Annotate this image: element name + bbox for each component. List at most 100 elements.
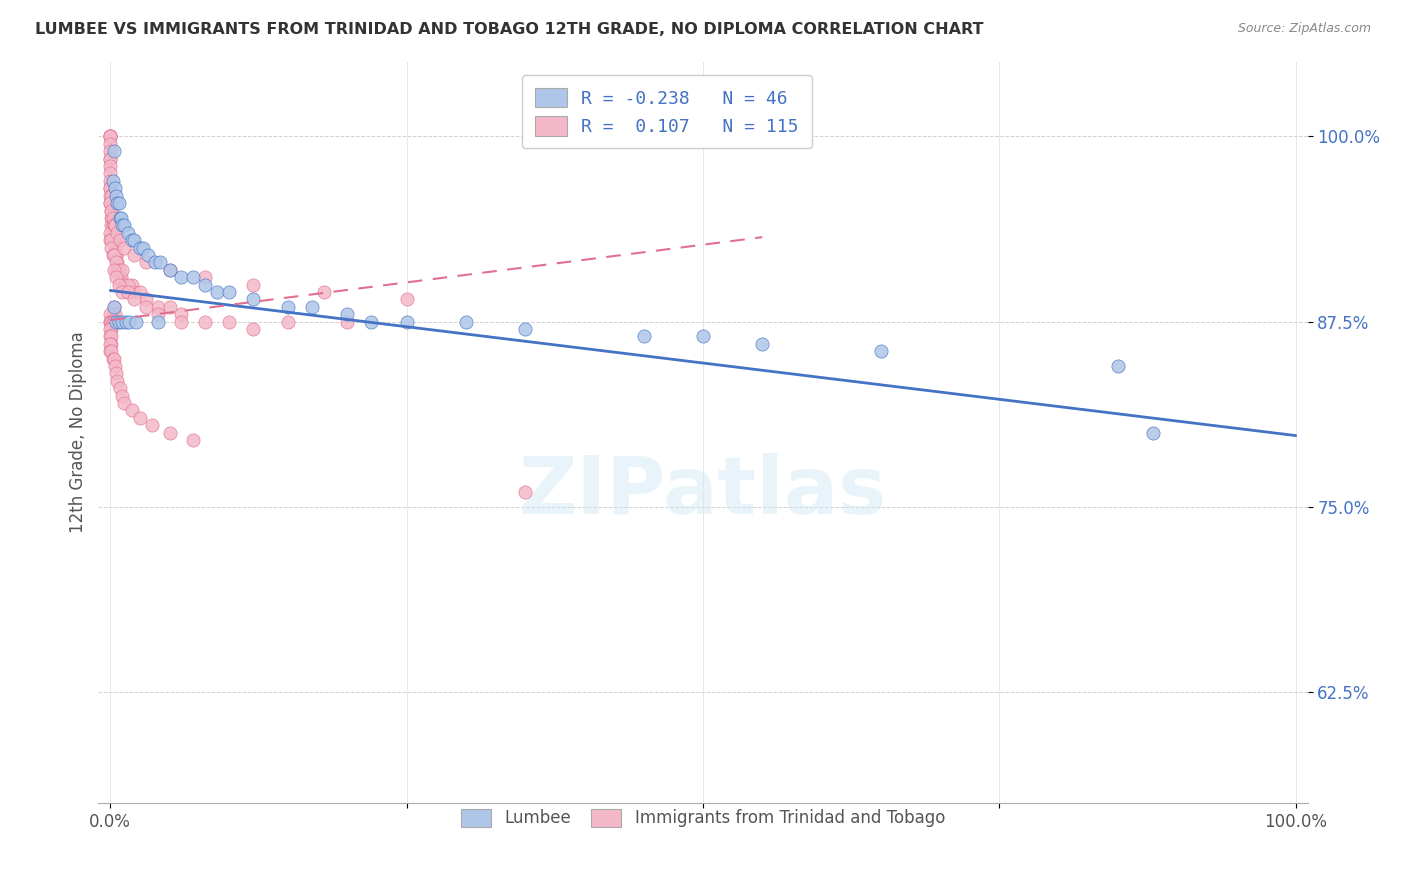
Point <box>122 233 145 247</box>
Y-axis label: 12th Grade, No Diploma: 12th Grade, No Diploma <box>69 332 87 533</box>
Point <box>135 255 157 269</box>
Point <box>101 211 124 225</box>
Point <box>114 396 136 410</box>
Point <box>98 129 121 144</box>
Point <box>117 285 139 299</box>
Point <box>170 315 193 329</box>
Point <box>242 277 264 292</box>
Point <box>105 255 128 269</box>
Point <box>277 315 299 329</box>
Point <box>312 285 335 299</box>
Point <box>1107 359 1129 373</box>
Point <box>132 240 155 254</box>
Point <box>159 300 181 314</box>
Point <box>181 433 204 447</box>
Point <box>633 329 655 343</box>
Point <box>170 270 193 285</box>
Point <box>103 315 125 329</box>
Text: LUMBEE VS IMMIGRANTS FROM TRINIDAD AND TOBAGO 12TH GRADE, NO DIPLOMA CORRELATION: LUMBEE VS IMMIGRANTS FROM TRINIDAD AND T… <box>35 22 984 37</box>
Point <box>129 240 152 254</box>
Point <box>105 270 128 285</box>
Point <box>114 240 136 254</box>
Point <box>98 136 121 151</box>
Point <box>105 374 128 388</box>
Point <box>149 255 172 269</box>
Point <box>129 410 152 425</box>
Point <box>103 219 125 233</box>
Point <box>104 307 127 321</box>
Point <box>111 389 134 403</box>
Point <box>111 285 134 299</box>
Point <box>194 270 217 285</box>
Point <box>395 315 418 329</box>
Point <box>117 226 139 240</box>
Point <box>98 226 121 240</box>
Point <box>98 129 121 144</box>
Point <box>101 233 124 247</box>
Point <box>122 285 145 299</box>
Point <box>122 293 145 307</box>
Point <box>242 322 264 336</box>
Point <box>105 367 128 381</box>
Point <box>98 145 121 159</box>
Point <box>114 219 136 233</box>
Point <box>105 248 128 262</box>
Point <box>100 240 122 254</box>
Point <box>98 181 121 195</box>
Point <box>194 315 217 329</box>
Point <box>110 211 132 225</box>
Point <box>218 315 240 329</box>
Point <box>141 418 163 433</box>
Point <box>98 307 121 321</box>
Point <box>98 336 121 351</box>
Point <box>105 248 128 262</box>
Point <box>100 188 122 202</box>
Point <box>515 484 537 499</box>
Point <box>111 219 134 233</box>
Point <box>105 262 128 277</box>
Point <box>98 181 121 195</box>
Point <box>107 196 129 211</box>
Point <box>1142 425 1164 440</box>
Point <box>103 262 125 277</box>
Point <box>751 336 773 351</box>
Point <box>121 403 143 417</box>
Point <box>98 129 121 144</box>
Point <box>277 300 299 314</box>
Point <box>101 248 124 262</box>
Text: Source: ZipAtlas.com: Source: ZipAtlas.com <box>1237 22 1371 36</box>
Point <box>218 285 240 299</box>
Point <box>395 293 418 307</box>
Point <box>98 329 121 343</box>
Point <box>107 277 129 292</box>
Point <box>205 285 228 299</box>
Point <box>100 322 122 336</box>
Point <box>121 233 143 247</box>
Point <box>242 293 264 307</box>
Point <box>515 322 537 336</box>
Point <box>98 152 121 166</box>
Point <box>117 285 139 299</box>
Point <box>194 277 217 292</box>
Point <box>100 196 122 211</box>
Point <box>101 315 124 329</box>
Point <box>108 211 131 225</box>
Point <box>98 152 121 166</box>
Point <box>98 196 121 211</box>
Point <box>101 307 124 321</box>
Point <box>98 159 121 173</box>
Point <box>105 255 128 269</box>
Point <box>108 381 131 395</box>
Point <box>117 277 139 292</box>
Point <box>100 344 122 359</box>
Point <box>360 315 382 329</box>
Point <box>100 203 122 218</box>
Point <box>159 262 181 277</box>
Point <box>101 351 124 366</box>
Point <box>103 300 125 314</box>
Point <box>101 219 124 233</box>
Point <box>692 329 714 343</box>
Point <box>135 300 157 314</box>
Point <box>104 181 127 195</box>
Point <box>98 344 121 359</box>
